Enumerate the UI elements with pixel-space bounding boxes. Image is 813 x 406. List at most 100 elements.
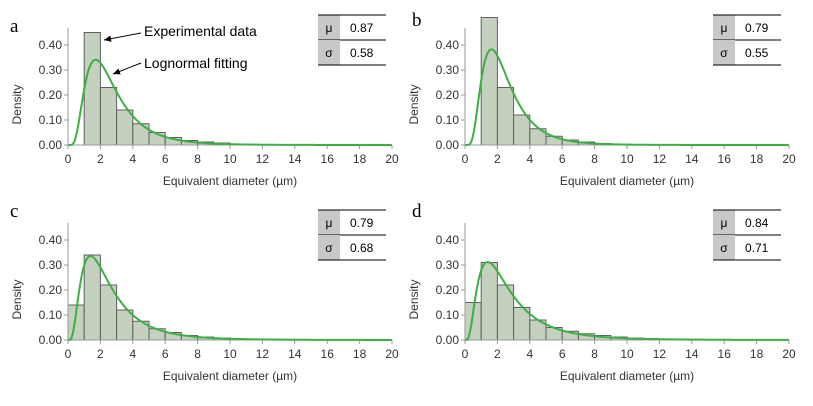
x-tick-label: 18 — [353, 152, 367, 166]
stats-symbol: μ — [326, 21, 333, 35]
lognormal-fit-curve — [68, 255, 392, 341]
y-tick-label: 0.30 — [436, 258, 460, 272]
y-tick-label: 0.00 — [39, 138, 63, 152]
y-tick-label: 0.40 — [436, 38, 460, 52]
y-axis-label: Density — [407, 84, 421, 124]
y-tick-label: 0.10 — [39, 113, 63, 127]
x-axis-label: Equivalent diameter (µm) — [560, 369, 694, 383]
x-tick-label: 12 — [256, 347, 270, 361]
x-tick-label: 12 — [653, 152, 667, 166]
stats-symbol-cell — [318, 15, 340, 40]
stats-symbol: σ — [720, 46, 728, 60]
panel-letter: d — [412, 201, 422, 222]
annotation-label: Experimental data — [144, 23, 257, 39]
x-tick-label: 6 — [559, 347, 566, 361]
stats-symbol-cell — [318, 235, 340, 260]
y-tick-label: 0.00 — [39, 333, 63, 347]
y-tick-label: 0.30 — [39, 258, 63, 272]
panel-letter: b — [412, 10, 422, 31]
y-tick-label: 0.10 — [39, 308, 63, 322]
stats-table: μ 0.87 σ 0.58 — [318, 14, 386, 66]
x-tick-label: 18 — [750, 152, 764, 166]
annotation-arrowhead — [113, 68, 121, 75]
x-tick-label: 0 — [65, 347, 72, 361]
x-tick-label: 10 — [620, 347, 634, 361]
x-tick-label: 14 — [685, 347, 699, 361]
x-tick-label: 10 — [620, 152, 634, 166]
stats-symbol-cell — [318, 40, 340, 65]
histogram-bar — [83, 254, 101, 341]
histogram-bar — [83, 32, 101, 146]
panel-letter: c — [10, 201, 18, 222]
x-tick-label: 20 — [385, 347, 399, 361]
x-tick-label: 6 — [162, 347, 169, 361]
y-tick-label: 0.10 — [436, 308, 460, 322]
panel-c: c 0 2 4 6 8 10 12 14 16 18 20 0.00 0.10 0.20 0.30 0.40 Eq… — [10, 201, 399, 383]
histogram-bar — [513, 114, 531, 146]
stats-symbol-cell — [713, 235, 735, 260]
histogram-bar — [480, 17, 498, 146]
x-tick-label: 16 — [321, 152, 335, 166]
x-tick-label: 20 — [385, 152, 399, 166]
x-axis-label: Equivalent diameter (µm) — [163, 369, 297, 383]
x-tick-label: 20 — [782, 347, 796, 361]
x-axis-label: Equivalent diameter (µm) — [560, 174, 694, 188]
histogram-bar — [480, 262, 498, 341]
x-tick-label: 10 — [223, 347, 237, 361]
stats-value: 0.87 — [350, 21, 374, 35]
y-tick-label: 0.00 — [436, 333, 460, 347]
panel-b: b 0 2 4 6 8 10 12 14 16 18 20 0.00 0.10 0.20 0.30 0.40 Eq… — [407, 10, 796, 188]
x-tick-label: 20 — [782, 152, 796, 166]
x-tick-label: 18 — [750, 347, 764, 361]
histogram-bar — [496, 87, 515, 146]
x-tick-label: 0 — [462, 152, 469, 166]
stats-value: 0.79 — [745, 21, 769, 35]
stats-value: 0.68 — [350, 241, 374, 255]
x-tick-label: 8 — [194, 152, 201, 166]
stats-value: 0.84 — [745, 216, 769, 230]
x-tick-label: 16 — [321, 347, 335, 361]
y-tick-label: 0.40 — [39, 38, 63, 52]
y-axis-label: Density — [10, 84, 24, 124]
y-tick-label: 0.30 — [39, 63, 63, 77]
x-tick-label: 6 — [559, 152, 566, 166]
annotation-label: Lognormal fitting — [144, 55, 248, 71]
panel-a: a 0 2 4 6 8 10 12 14 16 18 20 0.00 0.10 0.20 0.30 0.40 Eq… — [10, 14, 399, 188]
stats-symbol-cell — [713, 15, 735, 40]
x-tick-label: 2 — [494, 152, 501, 166]
histogram-bar — [99, 87, 118, 146]
x-axis-label: Equivalent diameter (µm) — [163, 174, 297, 188]
y-tick-label: 0.10 — [436, 113, 460, 127]
y-tick-label: 0.20 — [39, 88, 63, 102]
stats-value: 0.55 — [745, 46, 769, 60]
x-tick-label: 14 — [288, 347, 302, 361]
x-tick-label: 2 — [97, 347, 104, 361]
y-axis-label: Density — [407, 279, 421, 319]
x-tick-label: 18 — [353, 347, 367, 361]
x-tick-label: 8 — [591, 152, 598, 166]
x-tick-label: 10 — [223, 152, 237, 166]
y-tick-label: 0.00 — [436, 138, 460, 152]
y-axis-label: Density — [10, 279, 24, 319]
stats-value: 0.71 — [745, 241, 769, 255]
annotation-arrowhead — [104, 35, 112, 42]
stats-symbol: σ — [720, 241, 728, 255]
stats-table: μ 0.79 σ 0.68 — [318, 209, 386, 261]
y-tick-label: 0.20 — [436, 283, 460, 297]
y-tick-label: 0.40 — [39, 233, 63, 247]
lognormal-fit-curve — [465, 48, 789, 146]
x-tick-label: 16 — [718, 152, 732, 166]
histogram-bar — [132, 123, 150, 146]
x-tick-label: 0 — [462, 347, 469, 361]
stats-symbol: σ — [325, 241, 333, 255]
x-tick-label: 4 — [129, 347, 136, 361]
x-tick-label: 2 — [494, 347, 501, 361]
y-tick-label: 0.20 — [436, 88, 460, 102]
stats-value: 0.79 — [350, 216, 374, 230]
x-tick-label: 4 — [526, 347, 533, 361]
stats-symbol: μ — [721, 216, 728, 230]
x-tick-label: 8 — [194, 347, 201, 361]
histogram-bar — [116, 309, 134, 341]
panel-letter: a — [10, 16, 19, 37]
